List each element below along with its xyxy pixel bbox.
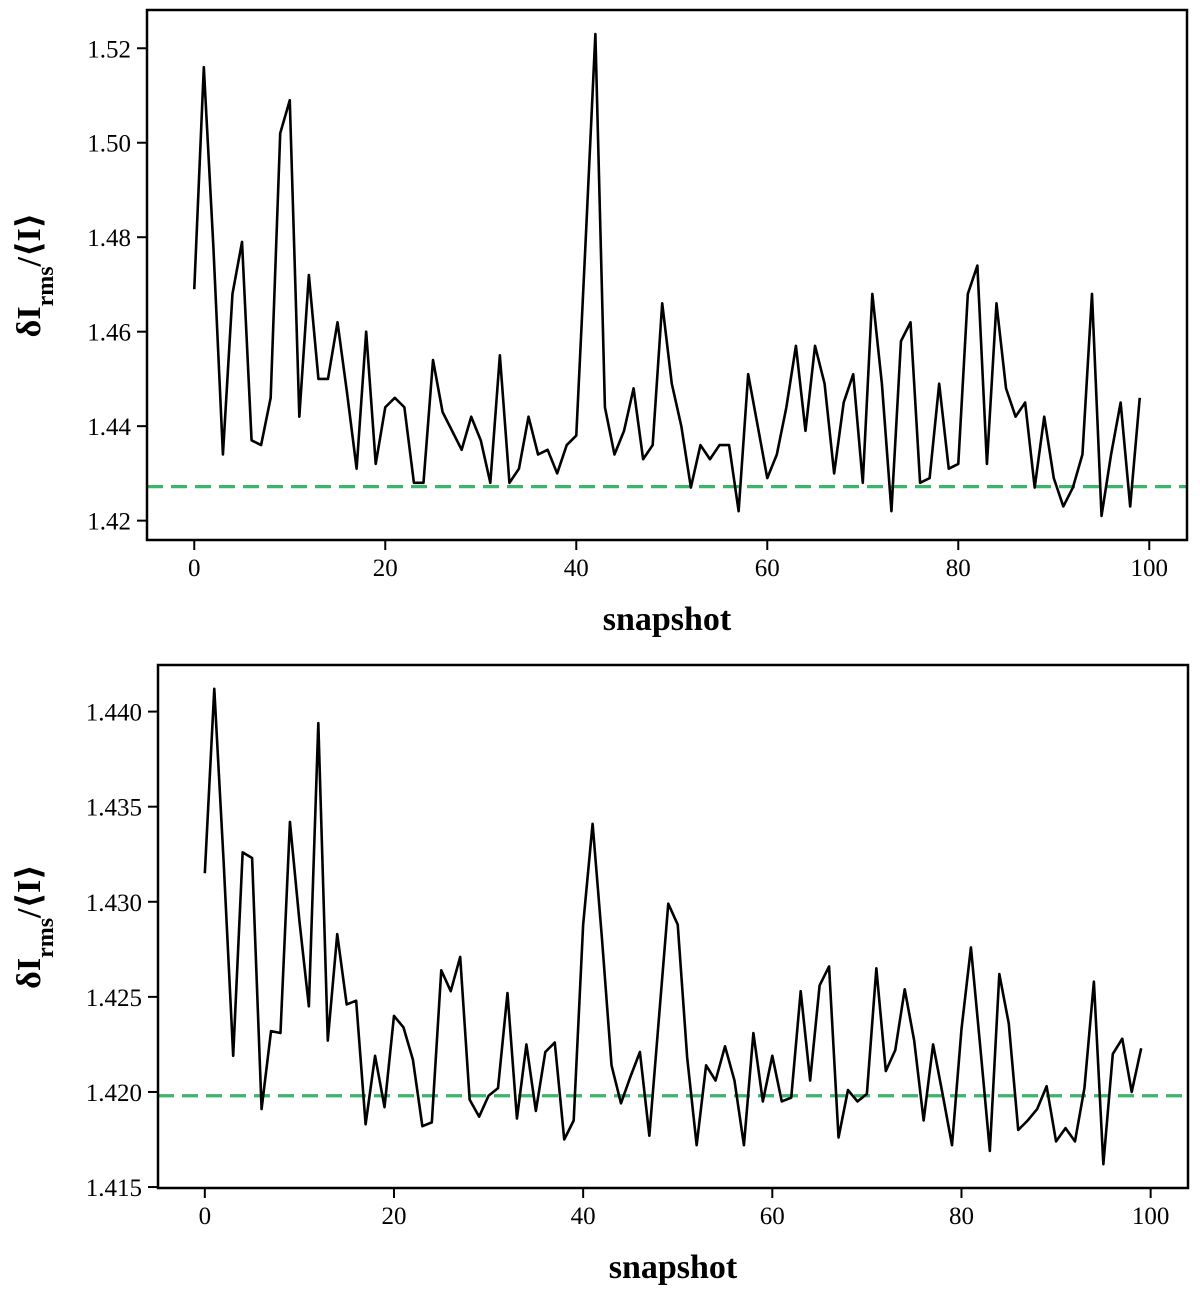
- y-tick-label: 1.435: [86, 795, 142, 822]
- plot-frame: [145, 8, 1189, 542]
- y-tick-label: 1.415: [86, 1175, 142, 1202]
- y-axis-label-part: δI: [11, 306, 48, 337]
- y-tick-label: 1.48: [87, 225, 131, 252]
- y-axis-label-part: δI: [11, 958, 48, 989]
- y-axis-label: δIrms/⟨I⟩: [11, 213, 59, 338]
- x-axis-label: snapshot: [603, 601, 732, 638]
- x-tick-label: 60: [755, 555, 780, 582]
- x-tick-label: 100: [1132, 1203, 1170, 1230]
- panel: 0 20 40 60 80 100 1.415 1.420 1.425 1.430 1.435 1.4…: [11, 663, 1190, 1286]
- y-axis-label-part: /⟨I⟩: [11, 864, 48, 919]
- x-tick-label: 100: [1131, 555, 1169, 582]
- x-tick-label: 20: [373, 555, 398, 582]
- x-tick-label: 20: [381, 1203, 406, 1230]
- data-line: [192, 32, 1142, 518]
- data-line: [203, 687, 1143, 1166]
- y-tick-label: 1.46: [87, 320, 131, 347]
- y-tick-label: 1.425: [86, 985, 142, 1012]
- x-tick-label: 60: [760, 1203, 785, 1230]
- y-axis-label-part: rms: [33, 918, 59, 958]
- x-tick-label: 80: [949, 1203, 974, 1230]
- x-tick-label: 0: [188, 555, 201, 582]
- y-tick-label: 1.430: [86, 890, 142, 917]
- plot-frame: [156, 663, 1190, 1190]
- x-tick-label: 80: [946, 555, 971, 582]
- x-tick-label: 40: [564, 555, 589, 582]
- y-axis-label-part: rms: [33, 266, 59, 306]
- y-tick-label: 1.42: [87, 509, 131, 536]
- y-tick-label: 1.52: [87, 36, 131, 63]
- y-tick-label: 1.440: [86, 700, 142, 727]
- y-tick-label: 1.44: [87, 414, 131, 441]
- y-tick-label: 1.420: [86, 1080, 142, 1107]
- x-tick-label: 40: [571, 1203, 596, 1230]
- y-axis-label: δIrms/⟨I⟩: [11, 864, 59, 989]
- panel: 0 20 40 60 80 100 1.42 1.44 1.46 1.48 1.50 1.52 snap…: [11, 8, 1189, 638]
- x-axis-label: snapshot: [609, 1249, 738, 1286]
- y-tick-label: 1.50: [87, 131, 131, 158]
- y-axis-label-part: /⟨I⟩: [11, 213, 48, 268]
- x-tick-label: 0: [199, 1203, 212, 1230]
